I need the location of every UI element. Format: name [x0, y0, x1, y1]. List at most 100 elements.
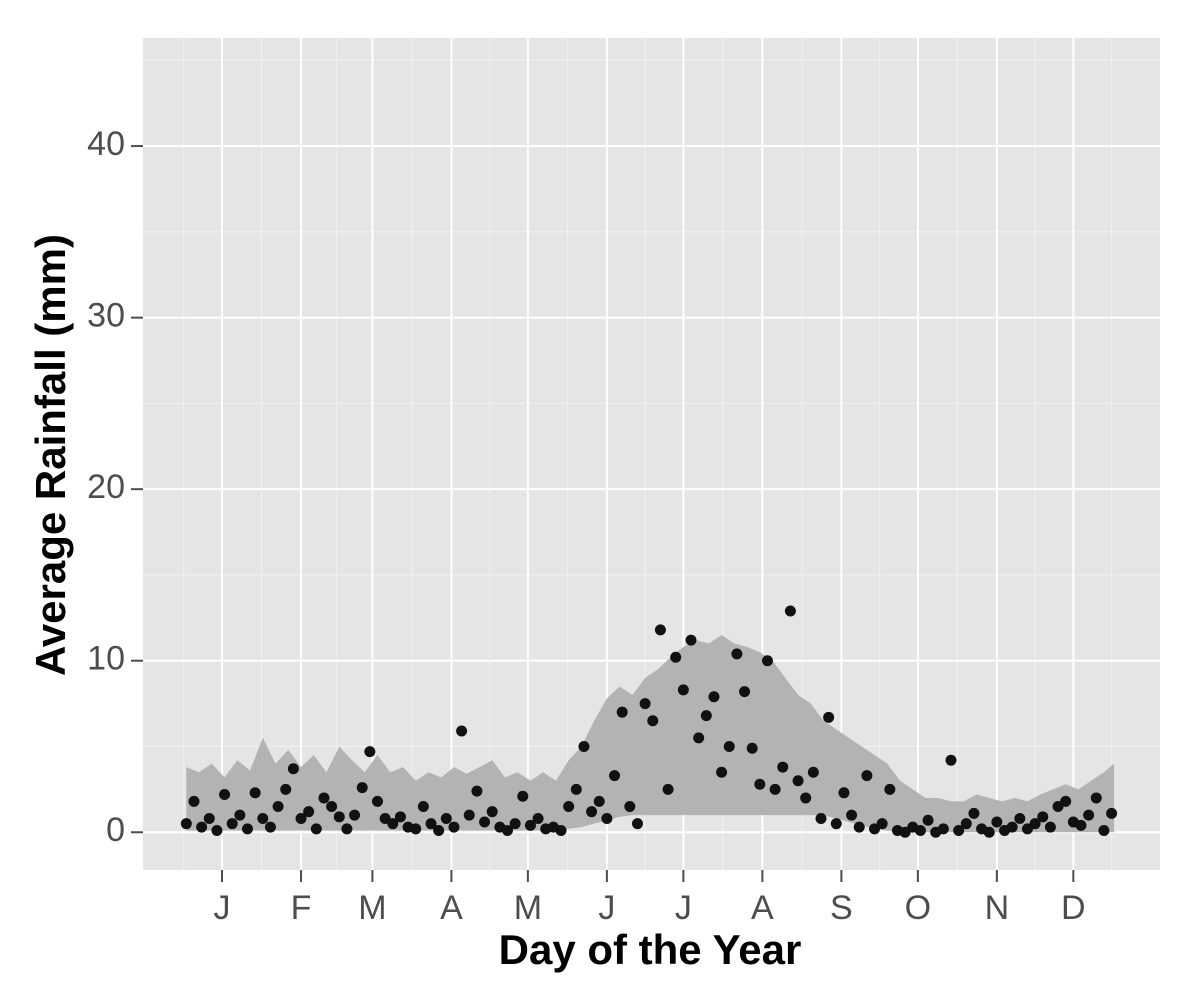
point — [1075, 819, 1087, 831]
point — [1098, 825, 1110, 837]
point — [937, 823, 949, 835]
point — [1029, 818, 1041, 830]
point — [417, 801, 429, 813]
point — [1090, 792, 1102, 804]
point — [830, 818, 842, 830]
point — [983, 826, 995, 838]
point — [945, 754, 957, 766]
point — [180, 818, 192, 830]
point — [501, 825, 513, 837]
point — [532, 813, 544, 825]
x-tick-label: J — [675, 889, 692, 927]
point — [479, 816, 491, 828]
point — [1106, 807, 1118, 819]
point — [716, 766, 728, 778]
point — [303, 806, 315, 818]
point — [524, 819, 536, 831]
point — [616, 706, 628, 718]
point — [991, 816, 1003, 828]
point — [563, 801, 575, 813]
x-axis-title: Day of the Year — [499, 926, 802, 973]
point — [410, 823, 422, 835]
point — [823, 711, 835, 723]
point — [1037, 811, 1049, 823]
point — [188, 795, 200, 807]
ribbon — [186, 634, 1115, 833]
y-tick-label: 20 — [87, 468, 125, 506]
point — [609, 770, 621, 782]
point — [624, 801, 636, 813]
point — [761, 655, 773, 667]
point — [272, 801, 284, 813]
point — [219, 789, 231, 801]
point — [463, 809, 475, 821]
point — [249, 787, 261, 799]
point — [586, 806, 598, 818]
point — [1014, 813, 1026, 825]
point — [578, 740, 590, 752]
point — [593, 795, 605, 807]
y-axis-title: Average Rainfall (mm) — [27, 234, 74, 676]
point — [440, 813, 452, 825]
point — [968, 807, 980, 819]
x-tick-label: S — [830, 889, 853, 927]
point — [349, 809, 361, 821]
x-tick-label: M — [514, 889, 542, 927]
point — [280, 783, 292, 795]
point — [356, 782, 368, 794]
point — [517, 790, 529, 802]
point — [639, 698, 651, 710]
point — [226, 818, 238, 830]
point — [631, 818, 643, 830]
point — [677, 684, 689, 696]
point — [884, 783, 896, 795]
y-tick-label: 40 — [87, 125, 125, 163]
x-tick-label: N — [985, 889, 1010, 927]
point — [792, 775, 804, 787]
point — [670, 651, 682, 663]
x-tick-label: A — [440, 889, 463, 927]
point — [723, 740, 735, 752]
point — [853, 821, 865, 833]
point — [769, 783, 781, 795]
point — [1083, 809, 1095, 821]
point — [1060, 795, 1072, 807]
point — [326, 801, 338, 813]
point — [846, 809, 858, 821]
point — [242, 823, 254, 835]
x-tick-label: J — [214, 889, 231, 927]
point — [746, 742, 758, 754]
x-tick-label: D — [1061, 889, 1086, 927]
point — [387, 818, 399, 830]
point — [509, 818, 521, 830]
point — [861, 770, 873, 782]
point — [685, 634, 697, 646]
point — [318, 792, 330, 804]
point — [456, 725, 468, 737]
point — [693, 732, 705, 744]
point — [800, 792, 812, 804]
point — [486, 806, 498, 818]
point — [914, 825, 926, 837]
point — [257, 813, 269, 825]
point — [838, 787, 850, 799]
point — [433, 825, 445, 837]
point — [203, 813, 215, 825]
point — [211, 825, 223, 837]
point — [777, 761, 789, 773]
point — [647, 715, 659, 727]
point — [739, 686, 751, 698]
point — [960, 818, 972, 830]
point — [196, 821, 208, 833]
point — [570, 783, 582, 795]
y-tick-label: 0 — [106, 811, 125, 849]
point — [310, 823, 322, 835]
point — [264, 821, 276, 833]
point — [807, 766, 819, 778]
x-tick-label: M — [358, 889, 386, 927]
point — [922, 814, 934, 826]
point — [295, 813, 307, 825]
point — [364, 746, 376, 758]
